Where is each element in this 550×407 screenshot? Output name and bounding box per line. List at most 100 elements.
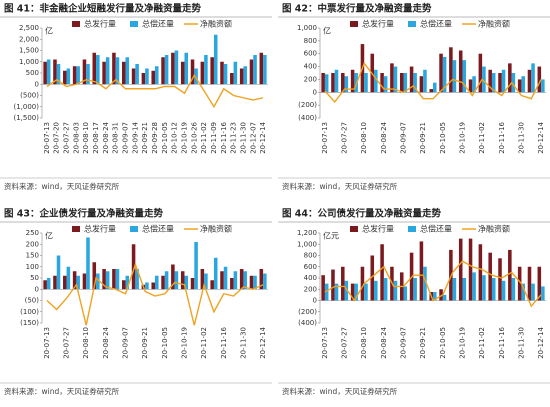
bar [531, 283, 535, 301]
bar [105, 271, 110, 290]
bar [449, 47, 453, 93]
bar [190, 59, 195, 85]
line [324, 61, 542, 104]
bar [491, 278, 496, 301]
bar [393, 280, 398, 301]
bar [220, 61, 224, 85]
bar [324, 74, 329, 93]
legend-label: 总偿还量 [420, 19, 452, 29]
bar [184, 52, 189, 85]
y-tick-label: (50) [25, 297, 40, 305]
bar [82, 273, 87, 290]
bar [76, 275, 80, 290]
bar [86, 237, 90, 290]
bar [478, 244, 483, 301]
bar [488, 69, 492, 93]
bar [125, 57, 130, 85]
y-tick-label: 1,500 [19, 47, 39, 55]
bar [508, 63, 512, 93]
y-tick-label: 1,200 [297, 229, 317, 237]
legend-label: 净融资额 [200, 19, 232, 29]
x-tick-label: 20-10-12 [171, 122, 179, 154]
bar [121, 61, 126, 85]
bar [112, 269, 116, 290]
bar [184, 275, 189, 290]
chart-title: 图 41：非金融企业短融发行量及净融资量走势 [4, 3, 202, 15]
legend-label: 总偿还量 [142, 224, 174, 234]
bar [468, 79, 473, 93]
bar [239, 269, 244, 290]
bar [517, 266, 522, 301]
y-unit: 亿 [323, 26, 331, 36]
y-unit: 亿 [45, 26, 53, 36]
x-tick-label: 20-07-20 [53, 122, 61, 154]
bar [72, 66, 77, 85]
bar [537, 66, 542, 93]
bar [498, 258, 502, 301]
y-tick-label: 500 [26, 69, 39, 77]
bar [331, 73, 335, 93]
legend-swatch [72, 21, 80, 27]
x-tick-label: 20-09-07 [400, 122, 408, 154]
x-tick-label: 20-11-30 [239, 122, 247, 154]
y-tick-label: 800 [304, 37, 317, 45]
bar [511, 278, 516, 301]
x-tick-label: 20-11-02 [200, 327, 208, 359]
bar [204, 273, 208, 290]
y-tick-label: 1,000 [297, 240, 317, 248]
legend-swatch [130, 226, 138, 232]
x-tick-label: 20-11-02 [478, 122, 486, 154]
bar [200, 61, 205, 85]
bar [213, 257, 218, 290]
bar [374, 280, 378, 301]
bar [321, 275, 325, 301]
x-tick-label: 20-11-09 [210, 122, 218, 154]
x-tick-label: 20-08-17 [92, 122, 100, 154]
x-tick-label: 20-11-16 [220, 121, 228, 153]
x-tick-label: 20-11-30 [517, 122, 525, 154]
legend-swatch [350, 21, 358, 27]
bar [478, 53, 483, 93]
bar [403, 73, 408, 93]
bar [334, 69, 339, 93]
bar [341, 266, 345, 301]
bar [531, 63, 535, 93]
x-tick-label: 20-10-05 [439, 122, 447, 154]
y-tick-label: 600 [304, 50, 317, 58]
chart-title: 图 43：企业债发行量及净融资量走势 [4, 208, 164, 220]
bar [180, 61, 185, 85]
bar [439, 289, 443, 301]
legend-swatch [130, 21, 138, 27]
x-tick-label: 20-09-07 [122, 327, 130, 359]
chart-title: 图 44：公司债发行量及净融资量走势 [282, 208, 442, 220]
bar [151, 282, 155, 290]
y-tick-label: 2,500 [19, 24, 39, 32]
bar [131, 68, 136, 85]
line [46, 73, 264, 109]
bar [141, 73, 146, 85]
bar [423, 266, 427, 301]
bar [233, 271, 238, 290]
bar [409, 66, 414, 93]
x-tick-label: 20-11-02 [200, 122, 208, 154]
line [46, 262, 264, 326]
bar [350, 283, 355, 301]
bar [125, 275, 130, 290]
bar [82, 59, 87, 85]
bar [482, 66, 486, 93]
x-tick-label: 20-09-21 [141, 122, 149, 154]
bar [341, 73, 345, 93]
bar [517, 79, 522, 93]
x-tick-label: 20-12-14 [259, 326, 267, 358]
bar [96, 55, 100, 85]
bar [161, 275, 165, 290]
bar [53, 59, 57, 85]
bar [86, 64, 90, 85]
bar [423, 69, 427, 93]
x-tick-label: 20-09-07 [400, 327, 408, 359]
bar [344, 280, 349, 301]
bar [419, 241, 424, 301]
x-tick-label: 20-09-28 [151, 122, 159, 154]
y-tick-label: 800 [304, 252, 317, 260]
